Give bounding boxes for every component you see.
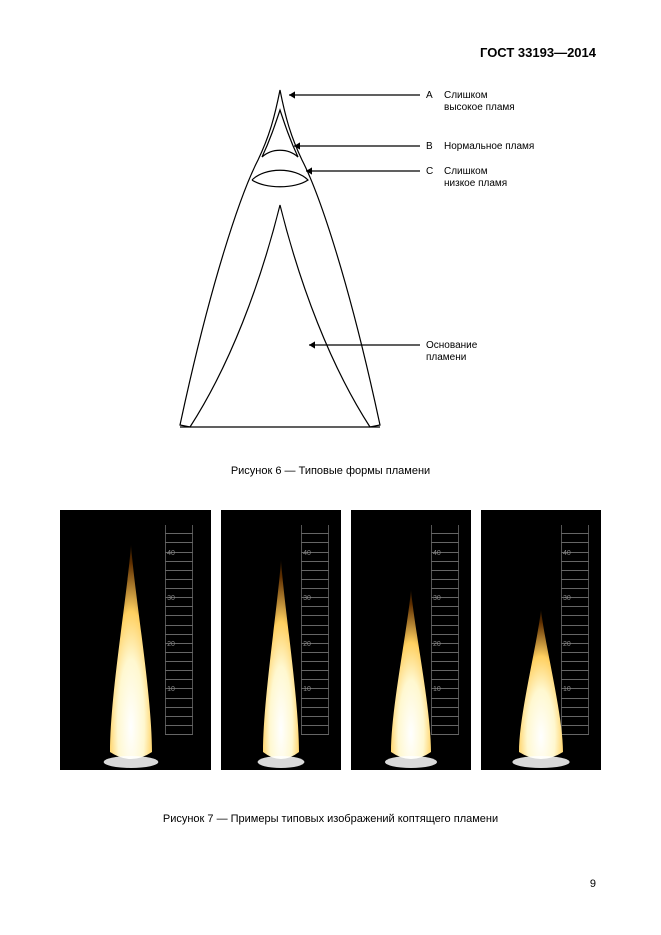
page-number: 9 <box>590 878 596 890</box>
figure-6: AСлишкомвысокое пламяBНормальное пламяCС… <box>130 85 550 455</box>
svg-text:A: A <box>426 90 433 101</box>
page: ГОСТ 33193—2014 AСлишкомвысокое пламяBНо… <box>0 0 661 935</box>
svg-text:Нормальное пламя: Нормальное пламя <box>444 141 534 152</box>
svg-text:высокое пламя: высокое пламя <box>444 102 515 113</box>
document-header: ГОСТ 33193—2014 <box>480 45 596 60</box>
flame-panel-wide <box>60 510 211 770</box>
svg-text:B: B <box>426 141 433 152</box>
svg-text:пламени: пламени <box>426 352 466 363</box>
svg-text:низкое пламя: низкое пламя <box>444 178 507 189</box>
flame-panel-B: B <box>351 510 471 770</box>
flame-panel-C: C <box>481 510 601 770</box>
flame-icon <box>371 560 451 770</box>
flame-panel-A: A <box>221 510 341 770</box>
figure-6-caption: Рисунок 6 — Типовые формы пламени <box>0 465 661 477</box>
figure-6-svg: AСлишкомвысокое пламяBНормальное пламяCС… <box>130 85 550 455</box>
flame-icon <box>499 580 583 770</box>
flame-icon <box>90 515 172 770</box>
flame-icon <box>243 530 319 770</box>
svg-text:Основание: Основание <box>426 340 478 351</box>
svg-text:Слишком: Слишком <box>444 166 488 177</box>
svg-text:Слишком: Слишком <box>444 90 488 101</box>
svg-text:C: C <box>426 166 433 177</box>
figure-7-caption: Рисунок 7 — Примеры типовых изображений … <box>0 813 661 825</box>
figure-7: ABC <box>60 510 601 770</box>
